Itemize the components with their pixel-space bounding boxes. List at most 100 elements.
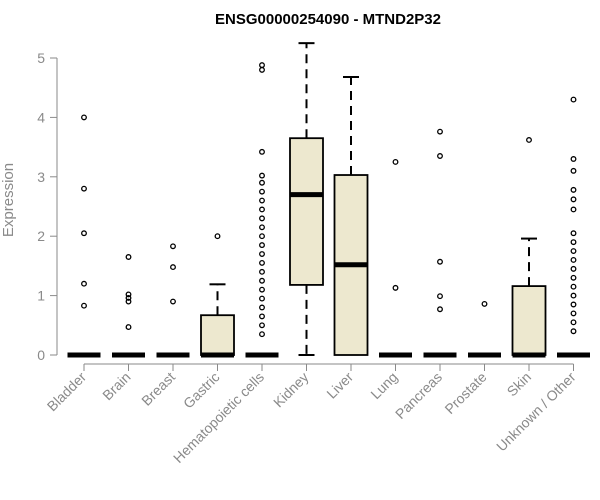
x-tick-label: Gastric: [180, 369, 223, 412]
box-body: [289, 137, 324, 286]
outlier-point: [259, 331, 265, 338]
outlier-point: [570, 230, 577, 237]
x-tick-label: Brain: [99, 369, 133, 403]
outlier-point: [259, 215, 265, 222]
outlier-point: [570, 248, 577, 254]
outlier-point: [259, 242, 265, 249]
box-skin: [511, 137, 547, 358]
outlier-point: [259, 251, 265, 257]
outlier-point: [259, 259, 265, 266]
y-tick-label: 2: [37, 228, 45, 244]
outlier-point: [570, 310, 577, 317]
outlier-point: [392, 284, 399, 291]
outlier-point: [125, 298, 132, 305]
outlier-point: [259, 295, 265, 302]
outlier-point: [570, 319, 577, 326]
outlier-point: [81, 280, 87, 287]
x-tick-label: Liver: [323, 369, 356, 402]
outlier-point: [437, 153, 443, 159]
outlier-point: [259, 66, 265, 73]
outlier-point: [259, 277, 265, 284]
outlier-point: [81, 185, 87, 192]
box-bladder: [67, 114, 101, 358]
x-tick-label: Prostate: [441, 369, 489, 417]
outlier-point: [570, 274, 577, 281]
x-tick-label: Bladder: [44, 369, 90, 415]
outlier-point: [570, 167, 577, 174]
outlier-point: [570, 301, 577, 308]
outlier-point: [570, 196, 577, 203]
y-axis-label: Expression: [0, 163, 17, 237]
box-liver: [333, 76, 369, 356]
outlier-point: [437, 293, 443, 300]
outlier-point: [570, 206, 577, 213]
outlier-point: [259, 286, 265, 293]
outlier-point: [259, 322, 265, 329]
x-tick-label: Unknown / Other: [493, 369, 579, 455]
outlier-point: [259, 148, 265, 155]
outlier-point: [259, 268, 265, 275]
y-tick-label: 4: [37, 109, 45, 125]
box-lung: [379, 158, 412, 358]
outlier-point: [259, 62, 265, 69]
chart-title: ENSG00000254090 - MTND2P32: [215, 11, 441, 28]
box-breast: [156, 243, 190, 358]
outlier-point: [570, 239, 577, 246]
outlier-point: [125, 291, 132, 298]
outlier-point: [570, 186, 577, 193]
box-hematopoietic-cells: [245, 62, 279, 358]
plot-area: [67, 42, 590, 358]
x-tick-label: Lung: [367, 369, 400, 402]
outlier-point: [570, 265, 577, 272]
outlier-point: [259, 197, 265, 204]
box-kidney: [289, 42, 324, 356]
outlier-point: [259, 233, 265, 240]
box-body: [200, 314, 235, 356]
outlier-point: [259, 224, 265, 231]
x-tick-label: Pancreas: [392, 369, 445, 422]
box-gastric: [200, 233, 235, 358]
outlier-point: [81, 302, 87, 309]
outlier-point: [570, 257, 577, 263]
box-unknown-other: [557, 96, 590, 358]
outlier-point: [259, 172, 265, 179]
outlier-point: [481, 300, 488, 307]
y-axis: 0 1 2 3 4 5: [37, 50, 58, 363]
outlier-point: [570, 283, 577, 290]
x-tick-label: Skin: [504, 369, 535, 400]
y-tick-label: 5: [37, 50, 45, 66]
outlier-point: [170, 243, 176, 250]
outlier-point: [570, 292, 577, 299]
outlier-point: [259, 304, 265, 311]
box-pancreas: [423, 128, 457, 358]
outlier-point: [437, 128, 443, 135]
box-brain: [112, 254, 145, 358]
outlier-point: [259, 313, 265, 320]
outlier-point: [81, 114, 87, 121]
outlier-point: [526, 137, 532, 143]
outlier-point: [214, 233, 221, 240]
outlier-point: [125, 254, 132, 260]
outlier-point: [437, 258, 443, 265]
outlier-point: [570, 96, 577, 103]
outlier-point: [125, 295, 132, 301]
outlier-point: [392, 158, 399, 165]
y-tick-label: 1: [37, 288, 45, 304]
outlier-point: [259, 188, 265, 195]
outlier-point: [81, 230, 87, 237]
outlier-point: [259, 179, 265, 186]
y-tick-label: 0: [37, 347, 45, 363]
outlier-point: [125, 324, 132, 331]
outlier-point: [570, 328, 577, 335]
outlier-point: [170, 264, 176, 271]
outlier-point: [170, 298, 176, 305]
x-tick-label: Breast: [138, 369, 178, 409]
y-tick-label: 3: [37, 169, 45, 185]
x-tick-label: Kidney: [270, 369, 312, 411]
box-body: [511, 285, 547, 356]
outlier-point: [259, 206, 265, 213]
box-prostate: [468, 300, 501, 358]
outlier-point: [570, 156, 577, 162]
